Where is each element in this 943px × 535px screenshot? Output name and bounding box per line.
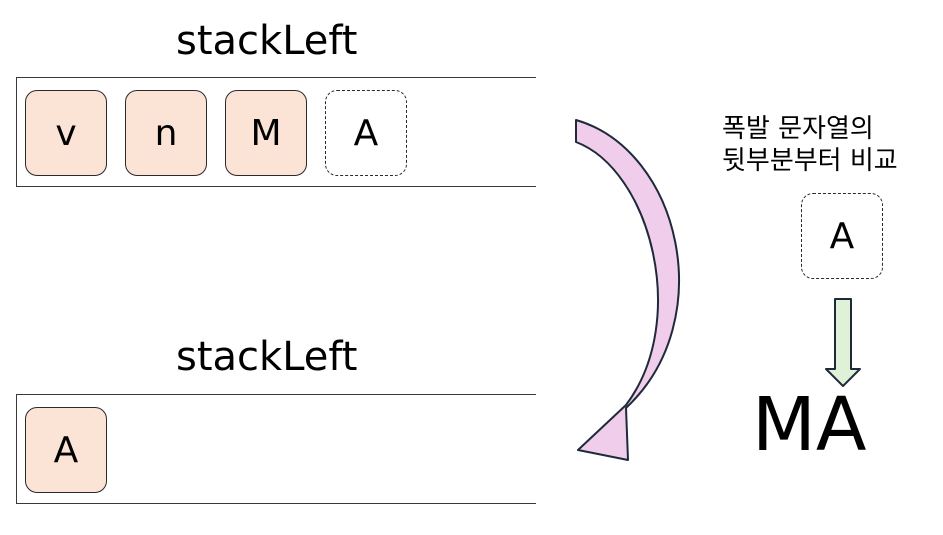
down-arrow-icon bbox=[825, 298, 861, 387]
note-line-1: 폭발 문자열의 bbox=[722, 114, 874, 144]
comparison-note: 폭발 문자열의 뒷부분부터 비교 bbox=[722, 113, 898, 177]
result-text: MA bbox=[752, 382, 867, 468]
stack-cell: M bbox=[225, 90, 307, 176]
stack-cell-pending: A bbox=[325, 90, 407, 176]
bottom-stack: A bbox=[16, 394, 536, 504]
stack-cell: v bbox=[25, 90, 107, 176]
top-stack: v n M A bbox=[16, 77, 536, 187]
curved-arrow-icon bbox=[575, 119, 680, 461]
bottom-stack-title: stackLeft bbox=[176, 334, 358, 380]
stack-cell: n bbox=[125, 90, 207, 176]
note-line-2: 뒷부분부터 비교 bbox=[722, 146, 898, 176]
top-stack-title: stackLeft bbox=[176, 18, 358, 64]
compare-cell: A bbox=[801, 193, 883, 279]
stack-cell: A bbox=[25, 407, 107, 493]
